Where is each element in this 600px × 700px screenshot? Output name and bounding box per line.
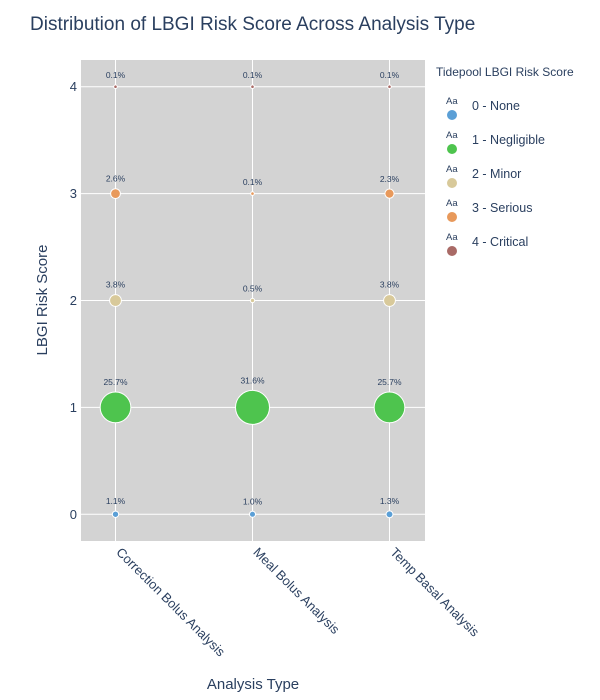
- x-axis-ticks: Correction Bolus Analysis Meal Bolus Anal…: [113, 545, 482, 660]
- data-point: [110, 188, 121, 199]
- data-point: [373, 391, 406, 424]
- y-axis-ticks: 0 1 2 3 4: [70, 79, 77, 522]
- y-tick-label: 1: [70, 400, 77, 415]
- data-label: 1.3%: [380, 496, 400, 506]
- data-label: 0.1%: [243, 70, 263, 80]
- data-point: [250, 191, 255, 196]
- x-tick-label: Correction Bolus Analysis: [113, 545, 228, 660]
- data-label: 25.7%: [377, 377, 402, 387]
- y-tick-label: 4: [70, 79, 77, 94]
- x-axis-title: Analysis Type: [207, 676, 299, 693]
- legend-label: 0 - None: [472, 99, 520, 113]
- y-tick-label: 3: [70, 186, 77, 201]
- data-label: 31.6%: [240, 375, 265, 385]
- legend-label: 3 - Serious: [472, 201, 532, 215]
- legend-symbol-text: Aa: [446, 232, 458, 243]
- legend-item-1[interactable]: Aa 1 - Negligible: [446, 130, 545, 154]
- data-point: [387, 84, 392, 90]
- data-point: [250, 84, 255, 90]
- legend-label: 2 - Minor: [472, 167, 521, 181]
- x-tick-label: Temp Basal Analysis: [387, 545, 482, 640]
- data-point: [235, 389, 270, 425]
- data-point: [249, 297, 256, 304]
- legend-marker: [447, 110, 457, 120]
- legend-symbol-text: Aa: [446, 164, 458, 175]
- data-point: [113, 84, 118, 90]
- data-label: 0.1%: [380, 70, 400, 80]
- legend-item-3[interactable]: Aa 3 - Serious: [446, 198, 532, 222]
- data-label: 0.5%: [243, 283, 263, 293]
- legend-marker: [447, 144, 457, 154]
- data-point: [384, 188, 395, 199]
- data-point: [111, 510, 120, 518]
- x-tick-label: Meal Bolus Analysis: [250, 545, 343, 638]
- legend-symbol-text: Aa: [446, 198, 458, 209]
- data-points: [99, 84, 406, 519]
- legend-item-0[interactable]: Aa 0 - None: [446, 96, 520, 120]
- data-label: 3.8%: [106, 280, 126, 290]
- legend-marker: [447, 212, 457, 222]
- data-point: [385, 510, 394, 519]
- data-label: 2.3%: [380, 174, 400, 184]
- legend-marker: [447, 178, 457, 188]
- data-point: [109, 294, 122, 307]
- data-label: 0.1%: [243, 177, 263, 187]
- chart-title: Distribution of LBGI Risk Score Across A…: [30, 14, 475, 35]
- legend-marker: [447, 246, 457, 256]
- legend-symbol-text: Aa: [446, 130, 458, 141]
- y-tick-label: 0: [70, 507, 77, 522]
- y-tick-label: 2: [70, 293, 77, 308]
- data-point: [383, 294, 396, 307]
- data-point: [99, 391, 132, 424]
- legend-title: Tidepool LBGI Risk Score: [436, 65, 574, 79]
- legend-item-4[interactable]: Aa 4 - Critical: [446, 232, 528, 256]
- legend-symbol-text: Aa: [446, 96, 458, 107]
- legend[interactable]: Aa 0 - None Aa 1 - Negligible Aa 2 - Minor Aa 3…: [446, 96, 545, 256]
- data-label: 2.6%: [106, 174, 126, 184]
- legend-item-2[interactable]: Aa 2 - Minor: [446, 164, 521, 188]
- data-point: [248, 510, 257, 518]
- legend-label: 4 - Critical: [472, 235, 528, 249]
- data-label: 3.8%: [380, 280, 400, 290]
- y-axis-title: LBGI Risk Score: [34, 245, 51, 356]
- data-label: 25.7%: [103, 377, 128, 387]
- data-label: 1.1%: [106, 496, 126, 506]
- legend-label: 1 - Negligible: [472, 133, 545, 147]
- data-labels: 1.1% 1.0% 1.3% 25.7% 31.6% 25.7% 3.8% 0.5% 3.8% 2…: [103, 70, 402, 506]
- data-label: 1.0%: [243, 496, 263, 506]
- data-label: 0.1%: [106, 70, 126, 80]
